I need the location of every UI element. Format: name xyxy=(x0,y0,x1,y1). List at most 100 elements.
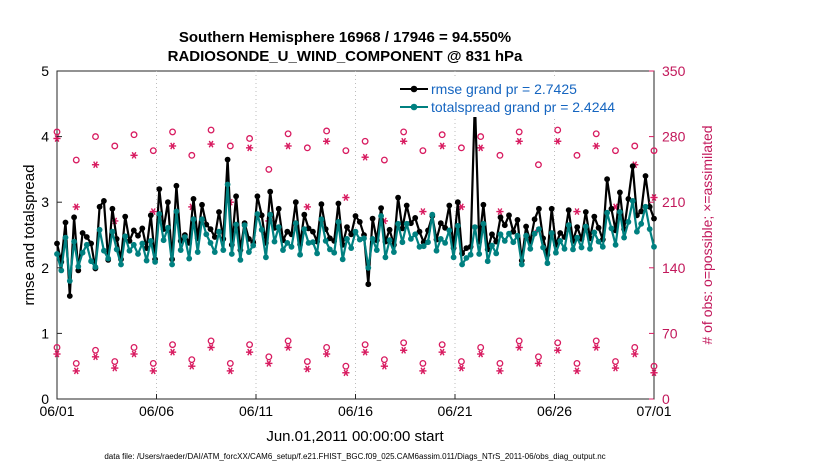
totalspread-point xyxy=(348,245,355,252)
rmse-point xyxy=(437,220,444,227)
totalspread-point xyxy=(629,198,636,204)
totalspread-point xyxy=(165,224,171,231)
totalspread-point xyxy=(135,251,141,257)
obs-assimilated-stroke xyxy=(651,194,657,201)
rmse-point xyxy=(446,202,453,209)
obs-assimilated-marker xyxy=(419,367,427,375)
obs-possible-marker xyxy=(111,358,119,365)
totalspread-point xyxy=(621,234,627,241)
totalspread-point xyxy=(66,278,73,284)
rmse-point xyxy=(83,234,90,240)
rmse-point xyxy=(480,201,487,208)
totalspread-point xyxy=(237,257,244,263)
totalspread-point xyxy=(599,243,606,250)
totalspread-point xyxy=(544,260,551,267)
left-tick-label: 3 xyxy=(41,194,49,210)
obs-assimilated-marker xyxy=(342,194,350,201)
obs-possible-marker xyxy=(188,151,196,159)
totalspread-point xyxy=(139,240,146,247)
rmse-point xyxy=(275,205,282,212)
totalspread-point xyxy=(267,211,274,218)
totalspread-point xyxy=(638,220,645,227)
obs-assimilated-marker xyxy=(245,348,254,356)
rmse-point xyxy=(412,215,419,221)
obs-possible-marker xyxy=(303,358,311,365)
obs-assimilated-stroke xyxy=(401,137,407,145)
totalspread-point xyxy=(92,264,99,270)
totalspread-point xyxy=(130,241,137,248)
obs-possible-marker xyxy=(169,341,176,349)
obs-possible-marker xyxy=(573,151,581,159)
rmse-point xyxy=(510,228,517,235)
rmse-point xyxy=(71,214,77,221)
totalspread-point xyxy=(122,233,129,240)
rmse-point xyxy=(147,212,154,219)
rmse-point xyxy=(190,196,197,202)
obs-assimilated-stroke xyxy=(131,151,137,159)
obs-assimilated-stroke xyxy=(362,348,368,356)
obs-assimilated-marker xyxy=(207,343,215,351)
rmse-point xyxy=(638,208,645,215)
totalspread-point xyxy=(352,228,359,235)
rmse-point xyxy=(608,205,615,212)
rmse-point xyxy=(109,205,116,212)
obs-assimilated-marker xyxy=(554,346,562,354)
totalspread-point xyxy=(514,232,521,239)
obs-assimilated-marker xyxy=(284,343,292,351)
series-layer xyxy=(54,97,657,299)
rmse-point xyxy=(79,230,86,236)
totalspread-point xyxy=(587,245,593,252)
obs-assimilated-marker xyxy=(323,350,331,358)
x-tick-label: 06/01 xyxy=(39,403,74,419)
obs-assimilated-marker xyxy=(496,367,504,375)
obs-assimilated-marker xyxy=(323,137,331,145)
obs-assimilated-stroke xyxy=(247,348,252,356)
totalspread-point xyxy=(608,225,615,232)
rmse-point xyxy=(344,224,350,231)
obs-assimilated-stroke xyxy=(555,137,561,145)
rmse-point xyxy=(335,200,342,207)
rmse-point xyxy=(233,193,240,200)
obs-assimilated-marker xyxy=(303,365,311,373)
totalspread-point xyxy=(62,234,69,241)
obs-assimilated-marker xyxy=(168,142,177,150)
rmse-point xyxy=(369,215,376,222)
totalspread-point xyxy=(147,238,154,244)
obs-possible-marker xyxy=(419,147,427,155)
totalspread-point xyxy=(391,249,397,256)
totalspread-point xyxy=(169,261,176,268)
x-tick-label: 06/16 xyxy=(338,403,373,419)
legend-spread-label: totalspread grand pr = 2.4244 xyxy=(431,99,615,115)
obs-assimilated-marker xyxy=(515,343,523,351)
rmse-point xyxy=(523,223,529,230)
totalspread-point xyxy=(318,216,325,223)
totalspread-point xyxy=(233,221,240,228)
totalspread-point xyxy=(612,241,619,248)
totalspread-point xyxy=(574,234,581,241)
obs-assimilated-stroke xyxy=(343,194,349,201)
rmse-point xyxy=(267,188,274,195)
obs-assimilated-stroke xyxy=(478,144,484,152)
obs-assimilated-marker xyxy=(380,362,388,370)
y-axis-label-right: # of obs: o=possible; ×=assimilated xyxy=(699,125,715,344)
totalspread-point xyxy=(489,242,495,249)
totalspread-point xyxy=(617,209,623,215)
totalspread-point xyxy=(510,239,517,246)
rmse-point xyxy=(514,217,521,223)
obs-assimilated-marker xyxy=(303,203,311,211)
obs-possible-marker xyxy=(72,156,80,164)
totalspread-point xyxy=(79,249,86,256)
obs-assimilated-marker xyxy=(91,353,100,361)
chart-title-line1: Southern Hemisphere 16968 / 17946 = 94.5… xyxy=(179,29,511,46)
rmse-point xyxy=(301,211,308,218)
x-axis-ticks: 06/01 06/06 06/11 06/16 06/21 06/26 07/01 xyxy=(39,394,672,419)
rmse-point xyxy=(54,240,60,247)
obs-assimilated-marker xyxy=(72,203,80,211)
obs-possible-marker xyxy=(535,353,542,361)
totalspread-point xyxy=(625,219,632,225)
obs-assimilated-stroke xyxy=(324,137,330,145)
obs-assimilated-marker xyxy=(207,140,215,148)
obs-possible-marker xyxy=(592,130,600,138)
obs-possible-marker xyxy=(438,341,446,349)
right-tick-label: 350 xyxy=(662,63,686,79)
